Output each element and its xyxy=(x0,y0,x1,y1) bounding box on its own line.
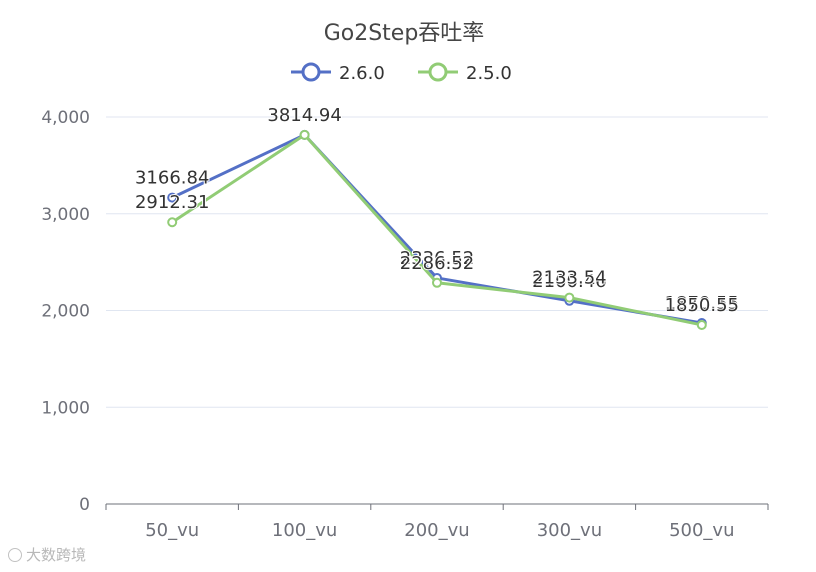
data-label: 3814.94 xyxy=(267,105,341,126)
y-tick-label: 4,000 xyxy=(41,108,90,128)
data-label: 2912.31 xyxy=(135,192,209,213)
chart-title: Go2Step吞吐率 xyxy=(324,21,485,46)
series-line-2.6.0 xyxy=(171,133,703,325)
legend[interactable]: 2.6.0 2.5.0 xyxy=(291,62,512,84)
data-label: 2286.52 xyxy=(400,253,474,274)
data-point[interactable] xyxy=(564,292,575,303)
legend-item-2.5.0[interactable]: 2.5.0 xyxy=(418,62,512,84)
grid-lines xyxy=(106,116,768,408)
data-label: 2336.52 xyxy=(400,248,474,269)
x-tick-label: 500_vu xyxy=(669,520,734,541)
data-labels: 3166.84 3814.94 2336.52 2100.46 1870.55 2912.… xyxy=(134,104,740,317)
legend-label: 2.5.0 xyxy=(466,63,512,84)
data-point[interactable] xyxy=(167,192,178,203)
data-label: 2100.46 xyxy=(532,271,606,292)
watermark-text: 大数跨境 xyxy=(26,546,87,564)
legend-circle-icon xyxy=(301,62,321,82)
watermark-logo-icon xyxy=(8,548,22,562)
y-tick-label: 2,000 xyxy=(41,302,90,322)
data-point[interactable] xyxy=(432,277,442,288)
data-label: 3166.84 xyxy=(135,168,209,189)
legend-circle-icon xyxy=(428,62,448,82)
y-tick-label: 1,000 xyxy=(41,398,90,418)
axes: 0 1,000 2,000 3,000 4,000 50_vu 100_vu 200_vu 30… xyxy=(41,108,769,541)
x-tick-label: 50_vu xyxy=(145,520,199,541)
data-label: 2133.54 xyxy=(532,268,606,289)
data-point[interactable] xyxy=(167,217,178,228)
data-label: 1870.55 xyxy=(665,293,739,314)
y-tick-label: 3,000 xyxy=(41,205,90,225)
legend-label: 2.6.0 xyxy=(339,63,385,84)
data-point[interactable] xyxy=(696,319,707,330)
x-tick-label: 100_vu xyxy=(272,520,337,541)
series-line-2.5.0 xyxy=(171,133,703,327)
x-tick-label: 200_vu xyxy=(404,520,469,541)
series-layer xyxy=(167,129,707,330)
data-label: 3814.94 xyxy=(267,105,341,126)
data-point[interactable] xyxy=(299,129,310,140)
watermark: 大数跨境 xyxy=(8,544,86,565)
data-label: 1850.55 xyxy=(665,295,739,316)
legend-item-2.6.0[interactable]: 2.6.0 xyxy=(291,62,385,84)
x-tick-label: 300_vu xyxy=(537,520,602,541)
y-tick-label: 0 xyxy=(79,495,90,515)
